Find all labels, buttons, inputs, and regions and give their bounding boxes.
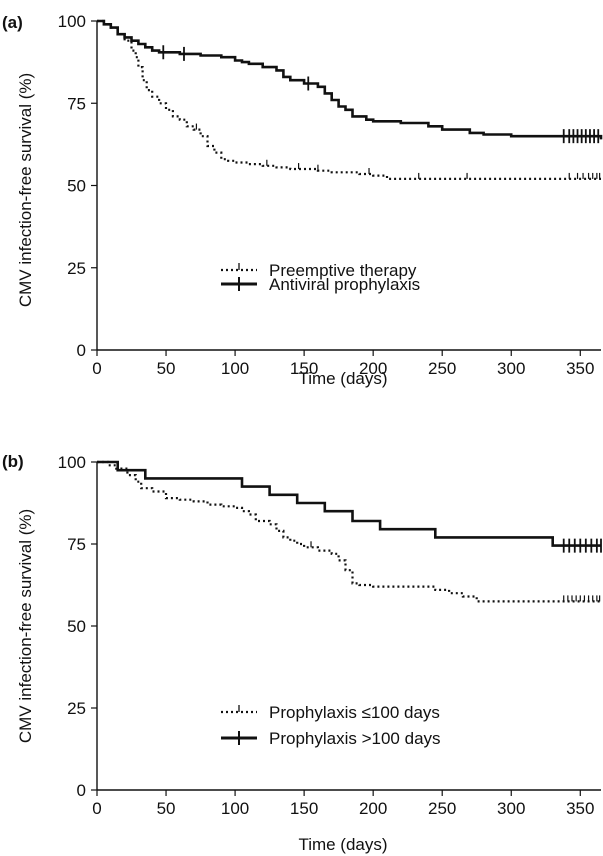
panel-b-y-tick-label: 25: [67, 699, 86, 718]
panel-b-x-tick-label: 200: [359, 799, 387, 818]
panel-a-x-tick-label: 300: [497, 359, 525, 378]
legend-label-gt100: Prophylaxis >100 days: [269, 729, 441, 748]
panel-a-series-dotted-line: [97, 19, 601, 180]
panel-b-x-tick-label: 350: [566, 799, 594, 818]
panel-b-y-axis-label: CMV infection-free survival (%): [16, 509, 35, 743]
panel-b-series-dotted-line: [97, 460, 601, 603]
panel-b-label: (b): [2, 452, 24, 471]
panel-a-x-tick-label: 200: [359, 359, 387, 378]
panel-a-y-axis-label: CMV infection-free survival (%): [16, 73, 35, 307]
panel-a-legend: Preemptive therapy Antiviral prophylaxis: [221, 261, 420, 294]
legend-label-preemptive: Preemptive therapy: [269, 261, 417, 280]
panel-a-x-tick-label: 250: [428, 359, 456, 378]
panel-b-y-tick-label: 100: [58, 453, 86, 472]
panel-b-x-tick-label: 150: [290, 799, 318, 818]
panel-a-label: (a): [2, 13, 23, 32]
panel-a-y-tick-label: 100: [58, 12, 86, 31]
panel-a-y-tick-label: 75: [67, 94, 86, 113]
panel-b-y-tick-label: 75: [67, 535, 86, 554]
panel-a-series: [97, 19, 603, 180]
panel-b-x-tick-label: 100: [221, 799, 249, 818]
panel-b-series-solid-line: [97, 460, 601, 547]
panel-a-x-tick-label: 350: [566, 359, 594, 378]
panel-a-axes: 0 50 100 150 200 250 300 350 0 25 50 75 100: [58, 12, 601, 378]
panel-b: (b) CMV infection-free survival (%) Time…: [2, 452, 602, 854]
panel-b-series: [97, 460, 602, 603]
panel-b-legend: Prophylaxis ≤100 days Prophylaxis >100 d…: [221, 703, 441, 748]
panel-a-x-tick-label: 0: [92, 359, 101, 378]
panel-a-x-tick-label: 100: [221, 359, 249, 378]
panel-b-x-tick-label: 250: [428, 799, 456, 818]
legend-label-antiviral: Antiviral prophylaxis: [269, 275, 420, 294]
panel-a-series-solid-line: [97, 19, 603, 140]
panel-b-x-tick-label: 0: [92, 799, 101, 818]
panel-b-y-tick-label: 50: [67, 617, 86, 636]
panel-a-x-axis-label: Time (days): [298, 369, 387, 388]
panel-b-x-tick-label: 300: [497, 799, 525, 818]
panel-b-y-tick-label: 0: [77, 781, 86, 800]
panel-a-y-tick-label: 50: [67, 177, 86, 196]
panel-b-x-axis-label: Time (days): [298, 835, 387, 854]
panel-a-x-tick-label: 50: [157, 359, 176, 378]
panel-a-x-tick-label: 150: [290, 359, 318, 378]
panel-b-axes: 0 50 100 150 200 250 300 350 0 25 50 75 100: [58, 453, 601, 818]
panel-b-x-tick-label: 50: [157, 799, 176, 818]
panel-a-y-tick-label: 25: [67, 259, 86, 278]
panel-a: (a) CMV infection-free survival (%) Time…: [2, 12, 603, 388]
panel-a-y-tick-label: 0: [77, 341, 86, 360]
legend-label-le100: Prophylaxis ≤100 days: [269, 703, 440, 722]
